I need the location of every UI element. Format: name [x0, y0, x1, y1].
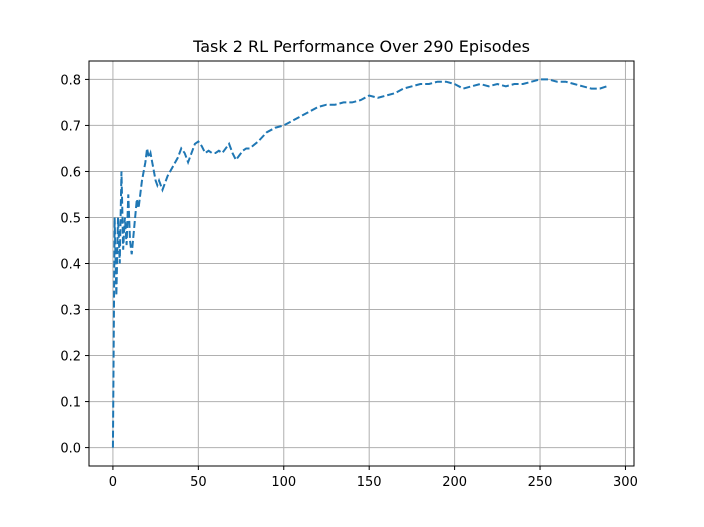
y-tick-label: 0.8	[60, 73, 81, 88]
series-layer	[111, 78, 607, 448]
chart-title: Task 2 RL Performance Over 290 Episodes	[192, 37, 530, 56]
y-tick-label: 0.7	[60, 119, 81, 134]
grid-lines	[89, 61, 634, 466]
x-tick-label: 150	[357, 475, 382, 490]
y-tick-label: 0.1	[60, 396, 81, 411]
y-axis: 0.0 0.1 0.2 0.3 0.4 0.5 0.6 0.7 0.8	[60, 73, 89, 457]
y-tick-label: 0.2	[60, 350, 81, 365]
x-tick-label: 50	[190, 475, 207, 490]
y-tick-label: 0.0	[60, 442, 81, 457]
x-tick-label: 100	[271, 475, 296, 490]
x-tick-label: 250	[528, 475, 553, 490]
y-tick-label: 0.3	[60, 304, 81, 319]
y-tick-label: 0.6	[60, 165, 81, 180]
series-line	[111, 78, 607, 448]
y-tick-label: 0.4	[60, 258, 81, 273]
x-axis: 0 50 100 150 200 250 300	[109, 466, 638, 490]
x-tick-label: 0	[109, 475, 117, 490]
x-tick-label: 200	[442, 475, 467, 490]
y-tick-label: 0.5	[60, 211, 81, 226]
x-tick-label: 300	[613, 475, 638, 490]
